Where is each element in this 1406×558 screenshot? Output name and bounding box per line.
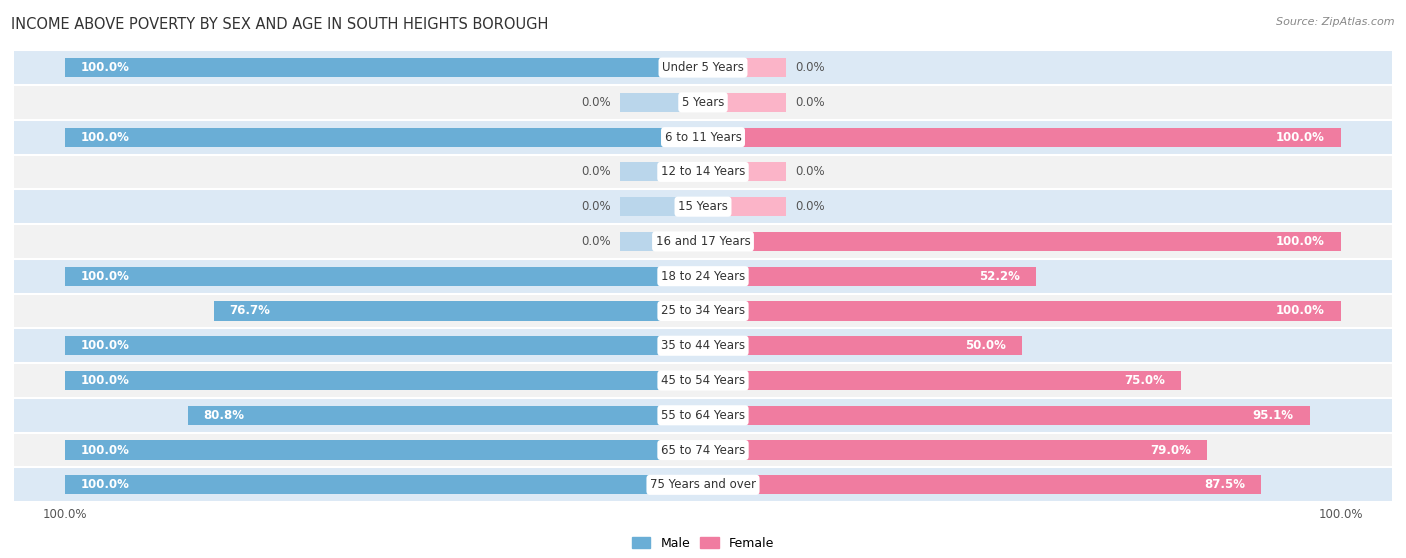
Text: 50.0%: 50.0% (965, 339, 1007, 352)
Bar (620, 93, 703, 112)
Text: 0.0%: 0.0% (796, 165, 825, 179)
Text: 0.0%: 0.0% (581, 96, 610, 109)
Bar (65, 475, 703, 494)
Bar (1, 50, 1405, 85)
Text: 25 to 34 Years: 25 to 34 Years (661, 305, 745, 318)
Bar (703, 475, 1261, 494)
Bar (1, 294, 1405, 328)
Text: 16 and 17 Years: 16 and 17 Years (655, 235, 751, 248)
Text: 100.0%: 100.0% (1277, 131, 1324, 143)
Text: 45 to 54 Years: 45 to 54 Years (661, 374, 745, 387)
Text: 100.0%: 100.0% (82, 444, 129, 456)
Text: 95.1%: 95.1% (1253, 409, 1294, 422)
Bar (620, 162, 703, 181)
Bar (703, 58, 786, 77)
Bar (214, 301, 703, 320)
Bar (187, 406, 703, 425)
Text: 35 to 44 Years: 35 to 44 Years (661, 339, 745, 352)
Text: Under 5 Years: Under 5 Years (662, 61, 744, 74)
Text: 0.0%: 0.0% (581, 200, 610, 213)
Text: 0.0%: 0.0% (581, 165, 610, 179)
Bar (620, 197, 703, 217)
Bar (703, 440, 1206, 460)
Bar (1, 85, 1405, 120)
Bar (620, 232, 703, 251)
Bar (703, 93, 786, 112)
Bar (703, 197, 786, 217)
Bar (65, 336, 703, 355)
Text: 100.0%: 100.0% (1277, 235, 1324, 248)
Bar (1, 363, 1405, 398)
Bar (703, 301, 1341, 320)
Text: 100.0%: 100.0% (82, 61, 129, 74)
Text: 55 to 64 Years: 55 to 64 Years (661, 409, 745, 422)
Text: 0.0%: 0.0% (581, 235, 610, 248)
Text: 100.0%: 100.0% (82, 374, 129, 387)
Text: 80.8%: 80.8% (204, 409, 245, 422)
Text: 87.5%: 87.5% (1204, 478, 1246, 491)
Bar (1, 259, 1405, 294)
Bar (703, 371, 1181, 390)
Text: INCOME ABOVE POVERTY BY SEX AND AGE IN SOUTH HEIGHTS BOROUGH: INCOME ABOVE POVERTY BY SEX AND AGE IN S… (11, 17, 548, 32)
Text: 75 Years and over: 75 Years and over (650, 478, 756, 491)
Bar (1, 155, 1405, 189)
Text: 75.0%: 75.0% (1125, 374, 1166, 387)
Text: 100.0%: 100.0% (82, 270, 129, 283)
Text: 15 Years: 15 Years (678, 200, 728, 213)
Bar (1, 328, 1405, 363)
Text: 5 Years: 5 Years (682, 96, 724, 109)
Text: 100.0%: 100.0% (82, 478, 129, 491)
Text: 0.0%: 0.0% (796, 96, 825, 109)
Bar (65, 128, 703, 147)
Text: 100.0%: 100.0% (82, 131, 129, 143)
Text: 65 to 74 Years: 65 to 74 Years (661, 444, 745, 456)
Bar (703, 162, 786, 181)
Bar (65, 440, 703, 460)
Bar (65, 58, 703, 77)
Bar (65, 267, 703, 286)
Bar (1, 398, 1405, 432)
Bar (703, 267, 1036, 286)
Text: 100.0%: 100.0% (1277, 305, 1324, 318)
Bar (1, 120, 1405, 155)
Text: 12 to 14 Years: 12 to 14 Years (661, 165, 745, 179)
Bar (703, 128, 1341, 147)
Text: 0.0%: 0.0% (796, 61, 825, 74)
Bar (1, 468, 1405, 502)
Text: Source: ZipAtlas.com: Source: ZipAtlas.com (1277, 17, 1395, 27)
Bar (1, 224, 1405, 259)
Text: 52.2%: 52.2% (979, 270, 1019, 283)
Bar (703, 232, 1341, 251)
Text: 18 to 24 Years: 18 to 24 Years (661, 270, 745, 283)
Text: 76.7%: 76.7% (229, 305, 270, 318)
Text: 6 to 11 Years: 6 to 11 Years (665, 131, 741, 143)
Bar (703, 406, 1309, 425)
Bar (1, 189, 1405, 224)
Text: 100.0%: 100.0% (82, 339, 129, 352)
Bar (65, 371, 703, 390)
Text: 0.0%: 0.0% (796, 200, 825, 213)
Bar (703, 336, 1022, 355)
Bar (1, 432, 1405, 468)
Legend: Male, Female: Male, Female (627, 532, 779, 555)
Text: 79.0%: 79.0% (1150, 444, 1191, 456)
